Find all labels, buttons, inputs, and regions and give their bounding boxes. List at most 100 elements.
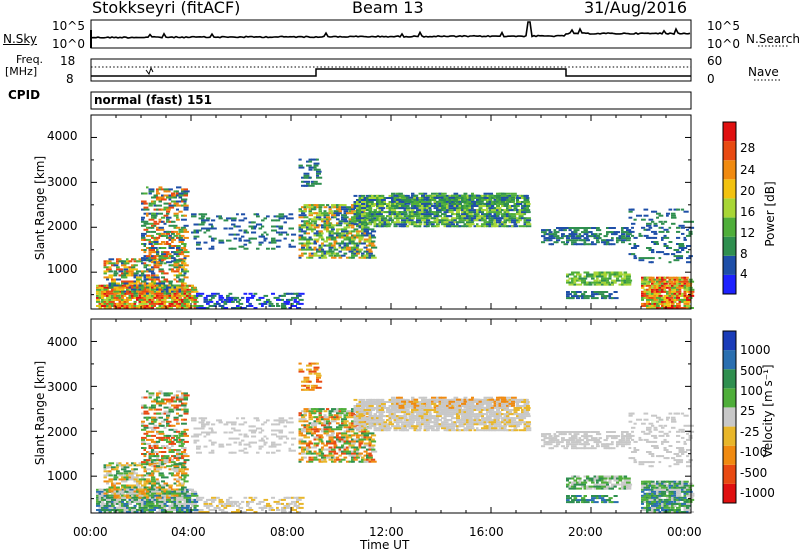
power-cell <box>503 202 507 205</box>
velocity-cell <box>301 446 305 449</box>
power-cell <box>151 224 156 227</box>
velocity-cell <box>113 494 120 497</box>
power-cell <box>168 202 172 205</box>
power-cell <box>271 219 277 222</box>
power-cell <box>186 302 190 305</box>
velocity-cell <box>153 440 157 443</box>
power-cell <box>393 215 398 218</box>
power-cell <box>276 225 281 228</box>
power-cell <box>546 237 552 240</box>
power-cell <box>486 201 491 203</box>
velocity-cell <box>323 420 327 423</box>
power-cell <box>468 211 474 214</box>
power-cell <box>493 207 497 210</box>
velocity-cell <box>308 426 313 429</box>
velocity-cell <box>318 452 324 455</box>
power-cell <box>426 198 429 201</box>
power-cell <box>456 211 460 214</box>
power-cell <box>408 219 414 222</box>
power-cell <box>368 194 373 197</box>
power-cell <box>596 227 600 229</box>
power-cell <box>151 230 156 233</box>
power-cell <box>618 275 623 278</box>
velocity-cell <box>168 492 171 495</box>
power-cell <box>518 213 524 216</box>
power-cell <box>183 251 190 254</box>
power-cell <box>558 229 563 232</box>
power-cell <box>106 292 109 295</box>
power-cell <box>371 219 375 222</box>
velocity-cell <box>176 436 181 439</box>
power-cell <box>453 219 457 222</box>
power-cell <box>253 225 257 228</box>
power-cell <box>411 205 416 207</box>
power-cell <box>508 213 513 216</box>
velocity-cell <box>158 436 163 439</box>
power-cell <box>108 305 112 307</box>
power-cell <box>146 238 151 241</box>
power-cell <box>673 294 679 297</box>
power-cell <box>388 215 393 218</box>
velocity-cell <box>163 418 169 421</box>
power-cell <box>341 228 348 231</box>
velocity-cell <box>151 470 155 473</box>
velocity-cell <box>133 509 139 511</box>
velocity-cell <box>178 453 184 455</box>
power-cell <box>303 184 308 187</box>
velocity-cell <box>281 506 284 509</box>
power-cell <box>126 307 131 309</box>
power-cell <box>346 208 349 211</box>
power-cell <box>576 283 583 286</box>
power-cell <box>148 247 152 249</box>
velocity-cell <box>216 506 221 509</box>
velocity-cell <box>161 457 167 460</box>
power-cell <box>143 264 148 267</box>
power-cell <box>438 221 443 224</box>
power-cell <box>151 249 155 251</box>
velocity-cell <box>121 464 127 467</box>
power-cell <box>551 235 554 238</box>
power-cell <box>156 236 161 239</box>
velocity-cell <box>241 500 245 503</box>
velocity-cell <box>178 396 182 399</box>
power-cell <box>458 202 462 205</box>
power-cell <box>203 296 208 299</box>
power-cell <box>573 277 577 280</box>
velocity-cell <box>138 498 143 501</box>
power-cell <box>653 210 658 213</box>
velocity-cell <box>148 482 152 485</box>
velocity-cell <box>323 428 330 431</box>
velocity-cell <box>108 494 114 497</box>
power-cell <box>346 244 349 247</box>
velocity-cell <box>153 445 158 447</box>
power-cell <box>168 305 173 307</box>
power-cell <box>486 211 489 214</box>
velocity-cell <box>118 500 123 503</box>
power-cell <box>318 230 323 233</box>
power-cell <box>296 302 301 305</box>
xtick-3: 12:00 <box>369 525 404 539</box>
velocity-cell <box>158 466 163 469</box>
velocity-cell <box>236 511 242 513</box>
velocity-cell <box>318 454 325 457</box>
power-cell <box>161 290 164 293</box>
velocity-cell <box>318 422 323 425</box>
power-cell <box>406 196 411 199</box>
power-cell <box>156 190 159 193</box>
power-cell <box>278 294 283 297</box>
velocity-cell <box>128 502 132 505</box>
power-cell <box>211 305 215 307</box>
power-cell <box>411 202 415 205</box>
velocity-cell <box>123 506 127 509</box>
velocity-cell <box>131 470 136 473</box>
velocity-cell <box>328 458 333 461</box>
power-cell <box>338 208 342 211</box>
power-cell <box>123 294 127 297</box>
power-cell <box>158 300 163 303</box>
power-cell <box>378 209 382 212</box>
velocity-cell <box>181 447 187 449</box>
velocity-cell <box>98 506 103 509</box>
power-cell <box>561 233 565 236</box>
power-cell <box>183 202 187 205</box>
velocity-cell <box>171 449 176 451</box>
